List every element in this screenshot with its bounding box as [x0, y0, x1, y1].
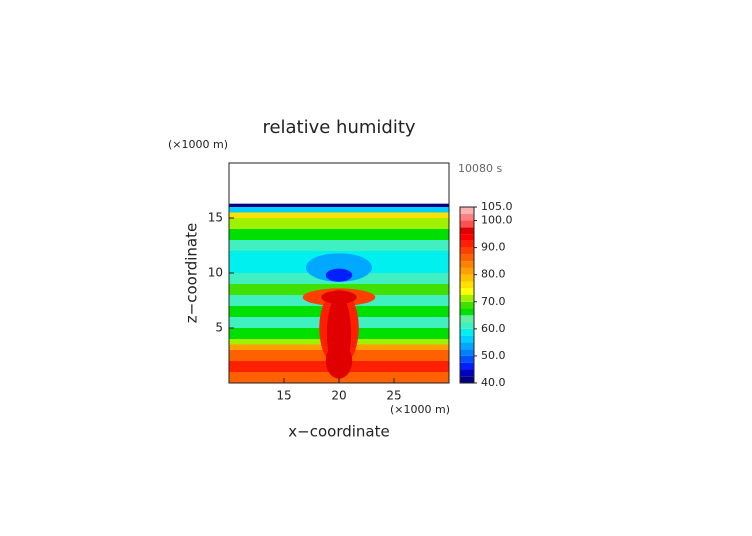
colorbar-band — [460, 288, 474, 295]
field-layer — [229, 218, 449, 229]
colorbar-band — [460, 254, 474, 262]
y-axis-title: z−coordinate — [183, 223, 201, 323]
colorbar-band — [460, 362, 474, 370]
colorbar-band — [460, 328, 474, 336]
y-tick-label: 10 — [208, 266, 223, 280]
x-tick-label: 15 — [276, 389, 291, 403]
x-tick-label: 25 — [386, 389, 401, 403]
x-axis-title: x−coordinate — [288, 423, 389, 441]
colorbar-label: 105.0 — [481, 200, 513, 213]
field — [229, 203, 449, 383]
colorbar-band — [460, 342, 474, 350]
colorbar-band — [460, 281, 474, 289]
colorbar-label: 60.0 — [481, 322, 506, 335]
colorbar-band — [460, 213, 474, 221]
colorbar-band — [460, 234, 474, 241]
colorbar-band — [460, 369, 474, 377]
y-tick-label: 5 — [215, 321, 223, 335]
colorbar-band — [460, 308, 474, 316]
colorbar-band — [460, 355, 474, 363]
colorbar-label: 70.0 — [481, 295, 506, 308]
colorbar-band — [460, 315, 474, 323]
field-layer — [229, 212, 449, 218]
colorbar-band — [460, 376, 474, 383]
colorbar-band — [460, 267, 474, 275]
x-tick-label: 20 — [331, 389, 346, 403]
chart-title: relative humidity — [262, 117, 415, 138]
colorbar-band — [460, 349, 474, 356]
plume-region — [326, 295, 352, 372]
colorbar-band — [460, 207, 474, 214]
field-layer — [229, 207, 449, 213]
x-unit: (×1000 m) — [390, 403, 450, 416]
colorbar-label: 40.0 — [481, 376, 506, 389]
colorbar-band — [460, 240, 474, 248]
time-label: 10080 s — [458, 162, 502, 175]
plume-region — [325, 268, 353, 282]
colorbar-band — [460, 295, 474, 302]
plume-region — [306, 253, 372, 282]
colorbar-band — [460, 227, 474, 235]
y-unit: (×1000 m) — [168, 138, 228, 151]
field-layer — [229, 229, 449, 240]
colorbar-label: 80.0 — [481, 268, 506, 281]
colorbar-band — [460, 301, 474, 309]
field-layer — [229, 240, 449, 251]
y-tick-label: 15 — [208, 211, 223, 225]
colorbar-label: 50.0 — [481, 349, 506, 362]
colorbar-frame — [459, 206, 475, 384]
colorbar-band — [460, 335, 474, 343]
field-layer — [229, 203, 449, 207]
colorbar-band — [460, 261, 474, 268]
colorbar-band — [460, 220, 474, 228]
colorbar-band — [460, 322, 474, 329]
colorbar-band — [460, 247, 474, 255]
colorbar-label: 90.0 — [481, 241, 506, 254]
colorbar-label: 100.0 — [481, 214, 513, 227]
colorbar-band — [460, 274, 474, 282]
